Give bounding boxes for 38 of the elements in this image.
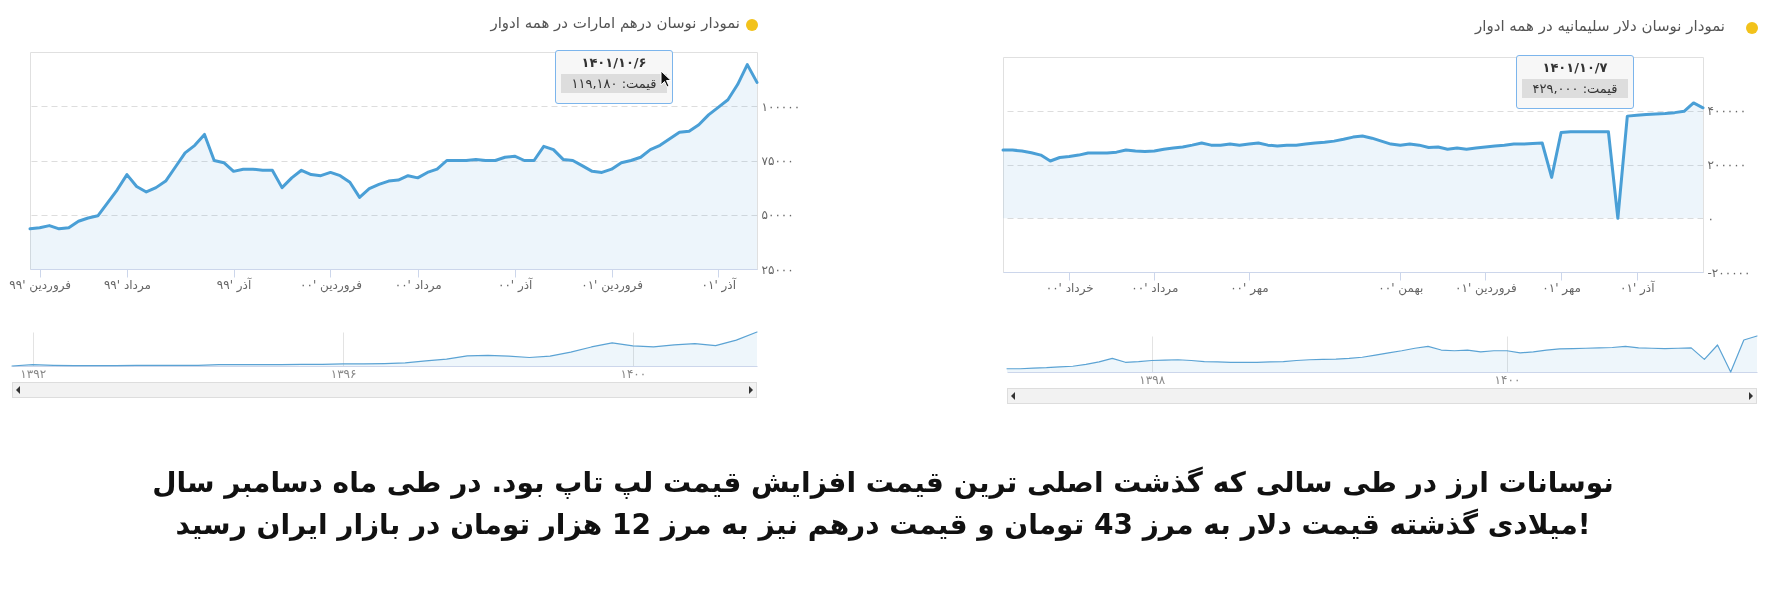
x-tick-label: خرداد '۰۰: [1045, 280, 1094, 296]
x-tick-label: آذر '۰۱: [701, 276, 737, 293]
annotation: ۱۴۰۱/۱۰/۷: [1541, 60, 1609, 75]
x-tick-label: بهمن '۰۰: [1378, 280, 1424, 296]
x-tick-label: مرداد '۰۰: [1131, 280, 1179, 296]
chart-title: نمودار نوسان دلار سلیمانیه در همه ادوار: [1475, 17, 1725, 35]
annotation: ۱۴۰۱/۱۰/۶: [580, 55, 648, 70]
x-tick-label: آذر '۰۱: [1620, 279, 1656, 296]
y-tick-label: ۲۰۰۰۰۰: [1707, 158, 1747, 172]
tooltip-box: ۱۴۰۱/۱۰/۶ قیمت: ۱۱۹,۱۸۰: [555, 50, 673, 104]
x-tick-label: ۱۳۹۸: [1139, 372, 1166, 387]
x-tick-label: ۱۳۹۲: [20, 366, 47, 381]
x-tick-label: ۱۴۰۰: [620, 366, 647, 381]
x-tick-label: مهر '۰۱: [1542, 280, 1581, 296]
x-tick-label: مرداد '۰۰: [394, 277, 442, 293]
text: نوسانات ارز در طی سالی که گذشت اصلی ترین قیمت افزایش قیمت لپ تاپ بود. در طی ماه دسامبر سال: [152, 466, 1614, 499]
y-tick-label: -۲۰۰۰۰۰: [1707, 265, 1751, 280]
text: میلادی گذشته قیمت دلار به مرز 43 تومان و قیمت درهم نیز به مرز 12 هزار تومان در بازار ایران رسید!: [175, 508, 1591, 541]
y-tick-label: ۰: [1707, 211, 1714, 226]
y-tick-label: ۵۰۰۰۰: [761, 208, 794, 223]
x-tick-label: ۱۴۰۰: [1494, 372, 1521, 387]
x-tick-label: ۱۳۹۶: [330, 366, 357, 381]
x-tick-label: فروردین '۰۱: [1455, 280, 1517, 296]
tooltip-box: ۱۴۰۱/۱۰/۷ قیمت: ۴۲۹,۰۰۰: [1516, 55, 1634, 109]
y-tick-label: ۴۰۰۰۰۰: [1707, 104, 1747, 119]
y-tick-label: ۲۵۰۰۰: [761, 262, 794, 277]
x-tick-label: مهر '۰۰: [1230, 280, 1269, 296]
x-tick-label: فروردین '۰۱: [581, 277, 643, 293]
x-tick-label: فروردین '۰۰: [300, 277, 362, 293]
chart-title: نمودار نوسان درهم امارات در همه ادوار: [490, 14, 740, 32]
x-tick-label: آذر '۰۰: [497, 276, 534, 293]
x-tick-label: مرداد '۹۹: [103, 277, 151, 293]
annotation: قیمت: ۴۲۹,۰۰۰: [1522, 79, 1628, 98]
y-tick-label: ۱۰۰۰۰۰: [761, 99, 801, 114]
y-tick-label: ۷۵۰۰۰: [761, 154, 794, 168]
annotation: قیمت: ۱۱۹,۱۸۰: [561, 74, 667, 93]
x-tick-label: آذر '۹۹: [216, 276, 252, 293]
x-tick-label: فروردین '۹۹: [9, 277, 72, 293]
